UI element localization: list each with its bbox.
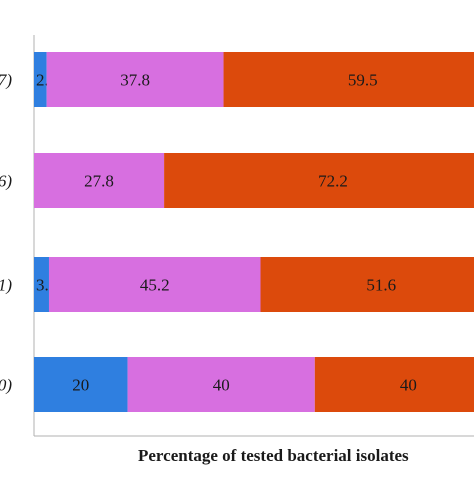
bar-segment	[260, 257, 474, 312]
bar-segment	[314, 357, 474, 412]
bar-segment	[48, 257, 261, 312]
category-label: 7)	[0, 71, 12, 90]
data-label: 40	[400, 376, 417, 395]
category-label: 0)	[0, 376, 12, 395]
bar-segment	[34, 357, 128, 412]
data-label: 20	[72, 376, 89, 395]
category-label: 6)	[0, 172, 12, 191]
x-axis-title: Percentage of tested bacterial isolates	[138, 446, 409, 465]
bar-segment	[34, 257, 49, 312]
category-labels: 7) 6) 1) 0)	[0, 71, 12, 395]
data-label: 37.8	[120, 71, 150, 90]
bar-segment	[164, 153, 474, 208]
data-label: 40	[213, 376, 230, 395]
bar-segment	[127, 357, 315, 412]
data-label: 51.6	[366, 276, 396, 295]
bar-segment	[223, 52, 474, 107]
data-label: 59.5	[348, 71, 378, 90]
data-label: 27.8	[84, 172, 114, 191]
bar-segment	[46, 52, 224, 107]
category-label: 1)	[0, 276, 12, 295]
bars-layer: 2.7 37.8 59.527.8 72.23.2 45.2 51.620 40 40	[34, 52, 474, 412]
data-label: 72.2	[318, 172, 348, 191]
bar-segment	[34, 52, 47, 107]
bar-segment	[34, 153, 165, 208]
data-label: 45.2	[140, 276, 170, 295]
